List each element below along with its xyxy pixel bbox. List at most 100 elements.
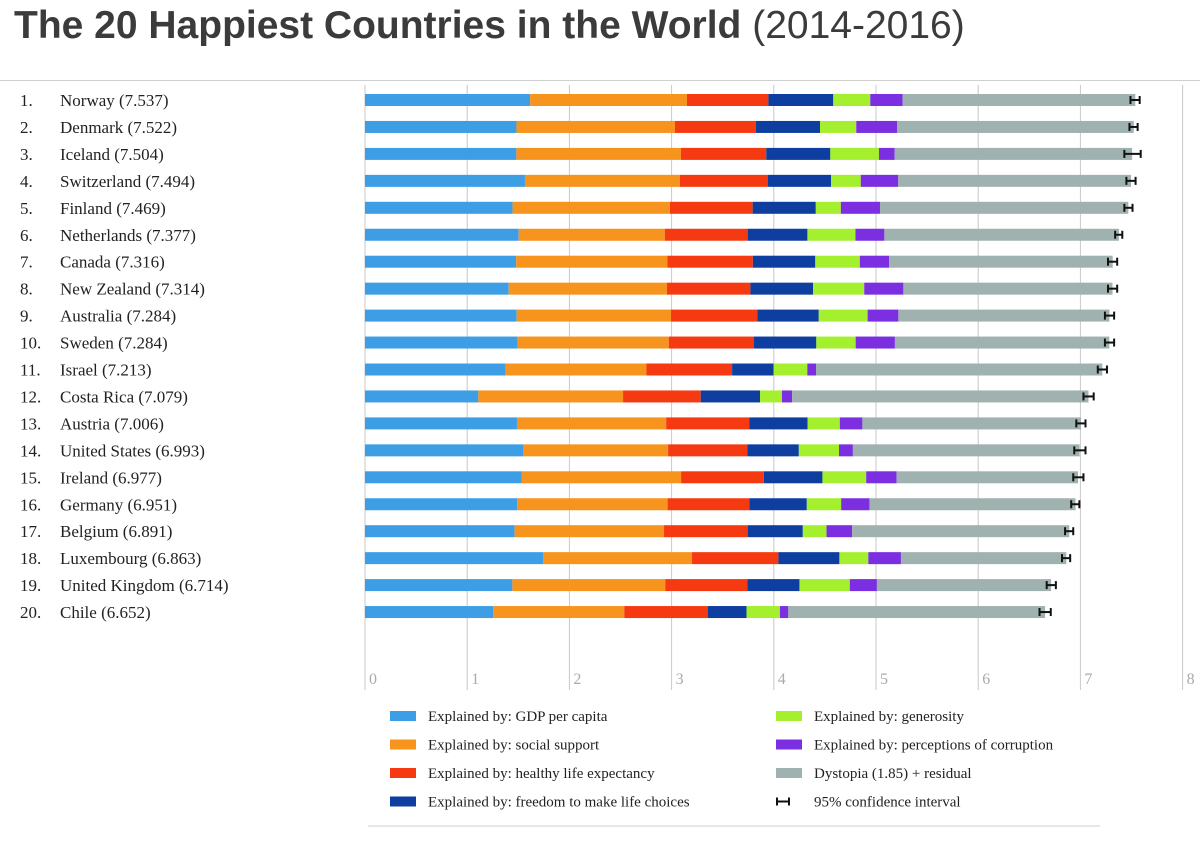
bar-segment (666, 282, 751, 295)
country-label: Luxembourg (6.863) (60, 549, 201, 568)
bar-segment (747, 228, 808, 241)
legend-label: Explained by: social support (428, 738, 600, 754)
bar-segment (365, 417, 517, 430)
legend-swatch (776, 768, 802, 778)
bar-segment (365, 147, 517, 160)
bar-segment (779, 606, 789, 619)
bar-segment (856, 120, 898, 133)
bar-segment (679, 174, 768, 187)
bar-segment (826, 525, 853, 538)
rank-label: 3. (20, 145, 33, 164)
rank-label: 18. (20, 549, 41, 568)
bar-segment (664, 228, 748, 241)
rank-label: 10. (20, 334, 41, 353)
bar-segment (852, 525, 1070, 538)
rank-label: 20. (20, 603, 41, 622)
country-label: United States (6.993) (60, 441, 205, 460)
bar-segment (624, 606, 708, 619)
bar-segment (681, 471, 764, 484)
bar-segment (818, 309, 868, 322)
bar-segment (365, 255, 517, 268)
x-tick-label: 7 (1084, 671, 1092, 688)
bar-segment (849, 579, 877, 592)
bar-segment (839, 444, 853, 457)
country-label: Ireland (6.977) (60, 468, 162, 487)
bar-segment (747, 444, 799, 457)
bar-segment (752, 201, 816, 214)
bar-segment (365, 228, 519, 241)
bar-segment (897, 120, 1134, 133)
bar-segment (749, 498, 807, 511)
country-label: New Zealand (7.314) (60, 280, 205, 299)
bar-segment (840, 201, 880, 214)
bar-segment (806, 498, 842, 511)
bar-segment (516, 309, 671, 322)
bar-segment (798, 444, 840, 457)
bar-segment (365, 201, 513, 214)
x-tick-label: 1 (471, 671, 479, 688)
bar-segment (700, 390, 761, 403)
bar-segment (512, 579, 666, 592)
bar-segment (889, 255, 1113, 268)
x-tick-label: 2 (573, 671, 581, 688)
legend-swatch (776, 711, 802, 721)
bar-segment (524, 174, 680, 187)
bar-segment (753, 336, 817, 349)
bar-segment (667, 498, 750, 511)
bar-segment (732, 363, 774, 376)
bar-segment (778, 552, 840, 565)
bar-segment (900, 552, 1067, 565)
legend-swatch (390, 711, 416, 721)
country-label: Norway (7.537) (60, 91, 169, 110)
rank-label: 16. (20, 495, 41, 514)
bar-segment (365, 120, 517, 133)
bar-segment (898, 174, 1131, 187)
country-label: Austria (7.006) (60, 414, 164, 433)
bar-segment (807, 363, 817, 376)
legend-swatch (390, 768, 416, 778)
bar-segment (517, 336, 669, 349)
bar-segment (493, 606, 625, 619)
bar-segment (756, 120, 820, 133)
bar-segment (807, 417, 840, 430)
bar-segment (365, 94, 531, 106)
rank-label: 6. (20, 226, 33, 245)
legend-label: Explained by: healthy life expectancy (428, 766, 655, 782)
bar-segment (692, 552, 779, 565)
bar-segment (807, 228, 856, 241)
bar-segment (757, 309, 819, 322)
country-label: Canada (7.316) (60, 253, 165, 272)
country-label: Israel (7.213) (60, 361, 152, 380)
bar-segment (868, 552, 901, 565)
bar-segment (646, 363, 733, 376)
bar-segment (707, 606, 747, 619)
bar-segment (750, 282, 814, 295)
bar-segment (896, 471, 1079, 484)
bar-segment (876, 579, 1052, 592)
legend-swatch (390, 739, 416, 750)
bar-segment (852, 444, 1080, 457)
rank-label: 15. (20, 468, 41, 487)
bar-segment (516, 147, 682, 160)
bar-segment (752, 255, 816, 268)
rank-label: 9. (20, 307, 33, 326)
legend-swatch (776, 739, 802, 750)
bar-segment (681, 147, 767, 160)
bar-segment (365, 525, 515, 538)
bar-segment (815, 255, 860, 268)
rank-label: 1. (20, 91, 33, 110)
rank-label: 5. (20, 199, 33, 218)
bar-segment (870, 94, 903, 106)
bar-segment (365, 444, 524, 457)
bar-segment (508, 282, 667, 295)
x-tick-label: 6 (982, 671, 990, 688)
rank-label: 7. (20, 253, 33, 272)
bar-segment (516, 120, 675, 133)
bar-segment (894, 147, 1133, 160)
chart-title: The 20 Happiest Countries in the World (… (14, 4, 965, 47)
bar-segment (799, 579, 850, 592)
bar-segment (365, 363, 506, 376)
bar-segment (478, 390, 624, 403)
bar-segment (521, 471, 682, 484)
